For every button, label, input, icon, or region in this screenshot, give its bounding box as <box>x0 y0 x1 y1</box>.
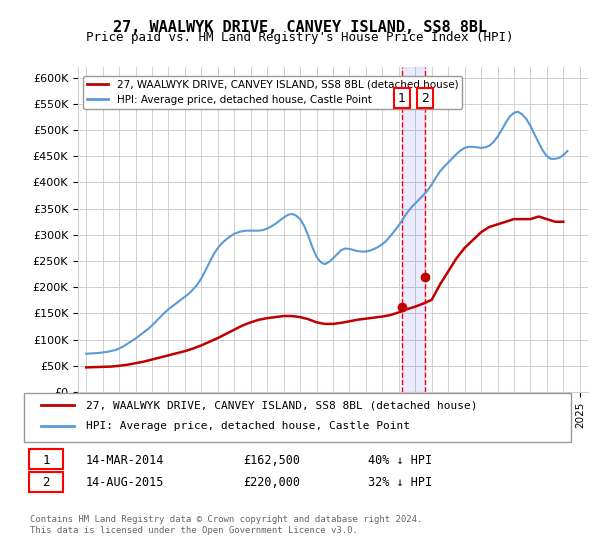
Legend: 27, WAALWYK DRIVE, CANVEY ISLAND, SS8 8BL (detached house), HPI: Average price, : 27, WAALWYK DRIVE, CANVEY ISLAND, SS8 8B… <box>83 76 463 109</box>
Bar <box>402 67 425 392</box>
Text: 14-MAR-2014: 14-MAR-2014 <box>86 454 164 467</box>
Text: £162,500: £162,500 <box>244 454 301 467</box>
Text: 27, WAALWYK DRIVE, CANVEY ISLAND, SS8 8BL: 27, WAALWYK DRIVE, CANVEY ISLAND, SS8 8B… <box>113 20 487 35</box>
FancyBboxPatch shape <box>23 393 571 442</box>
FancyBboxPatch shape <box>29 449 63 469</box>
Text: 27, WAALWYK DRIVE, CANVEY ISLAND, SS8 8BL (detached house): 27, WAALWYK DRIVE, CANVEY ISLAND, SS8 8B… <box>86 400 477 410</box>
Text: 14-AUG-2015: 14-AUG-2015 <box>86 476 164 489</box>
FancyBboxPatch shape <box>29 472 63 492</box>
Text: 2: 2 <box>421 91 429 105</box>
Text: £220,000: £220,000 <box>244 476 301 489</box>
Text: 32% ↓ HPI: 32% ↓ HPI <box>368 476 432 489</box>
Text: Price paid vs. HM Land Registry's House Price Index (HPI): Price paid vs. HM Land Registry's House … <box>86 31 514 44</box>
Text: 1: 1 <box>43 454 50 467</box>
Text: HPI: Average price, detached house, Castle Point: HPI: Average price, detached house, Cast… <box>86 421 410 431</box>
Text: 2: 2 <box>43 476 50 489</box>
Text: 1: 1 <box>398 91 406 105</box>
Text: 40% ↓ HPI: 40% ↓ HPI <box>368 454 432 467</box>
Text: Contains HM Land Registry data © Crown copyright and database right 2024.
This d: Contains HM Land Registry data © Crown c… <box>30 515 422 535</box>
